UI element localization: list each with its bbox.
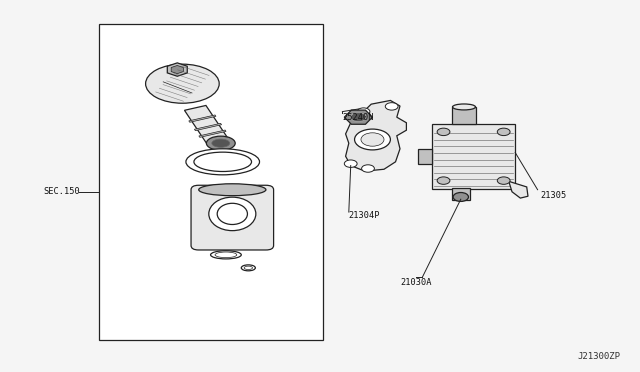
Polygon shape	[344, 110, 372, 124]
Ellipse shape	[212, 139, 230, 147]
Ellipse shape	[215, 252, 237, 258]
Text: 21305: 21305	[541, 191, 567, 200]
Circle shape	[437, 177, 450, 185]
Circle shape	[437, 128, 450, 136]
Text: 21304P: 21304P	[349, 211, 380, 220]
Circle shape	[355, 129, 390, 150]
Ellipse shape	[198, 184, 266, 196]
Ellipse shape	[211, 251, 241, 259]
Circle shape	[361, 133, 384, 146]
Circle shape	[362, 165, 374, 172]
Circle shape	[344, 160, 357, 167]
Ellipse shape	[209, 197, 256, 231]
Circle shape	[385, 103, 398, 110]
Bar	[99, 24, 323, 340]
Text: 25240N: 25240N	[342, 113, 374, 122]
Polygon shape	[346, 100, 406, 171]
Ellipse shape	[241, 265, 255, 271]
Circle shape	[351, 113, 366, 122]
FancyBboxPatch shape	[191, 185, 274, 250]
Text: J21300ZP: J21300ZP	[578, 352, 621, 361]
Polygon shape	[189, 115, 216, 122]
Bar	[452, 188, 470, 200]
Text: 21030A: 21030A	[400, 278, 431, 287]
Bar	[432, 124, 515, 189]
Circle shape	[497, 177, 510, 185]
Polygon shape	[199, 130, 226, 137]
Bar	[452, 107, 476, 124]
Ellipse shape	[452, 104, 476, 110]
Ellipse shape	[206, 136, 236, 150]
Polygon shape	[184, 105, 228, 144]
Text: SEC.150: SEC.150	[44, 187, 80, 196]
Ellipse shape	[145, 64, 219, 103]
Polygon shape	[195, 124, 221, 131]
Circle shape	[497, 128, 510, 136]
Circle shape	[453, 193, 468, 202]
Bar	[418, 149, 432, 164]
Ellipse shape	[194, 152, 252, 171]
Polygon shape	[171, 65, 184, 74]
Polygon shape	[509, 182, 528, 198]
Ellipse shape	[244, 266, 253, 270]
Ellipse shape	[217, 203, 248, 225]
Polygon shape	[167, 63, 188, 76]
Ellipse shape	[186, 149, 260, 175]
Circle shape	[357, 108, 370, 115]
